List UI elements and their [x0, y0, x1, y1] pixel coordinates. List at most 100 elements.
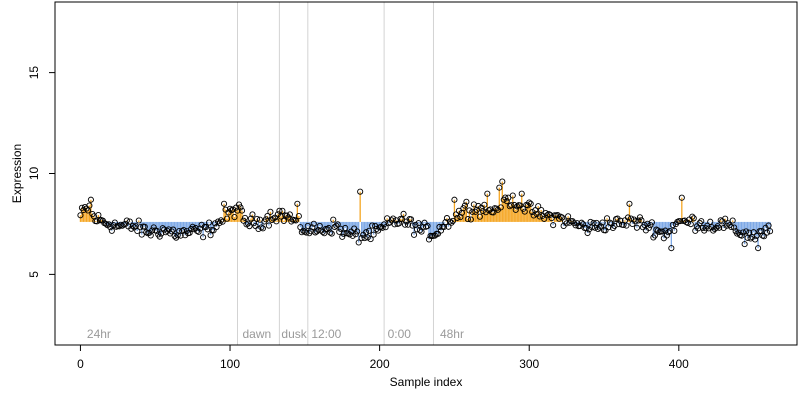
data-point	[514, 203, 521, 210]
data-point	[375, 227, 382, 234]
data-point	[484, 190, 491, 197]
data-point	[476, 213, 483, 220]
data-point	[259, 225, 266, 232]
annotation-label: 0:00	[388, 327, 412, 341]
data-point	[741, 241, 748, 248]
data-point	[509, 192, 516, 199]
data-point	[580, 221, 587, 228]
data-point	[273, 218, 280, 225]
data-point	[750, 229, 757, 236]
data-point	[508, 202, 515, 209]
data-point	[714, 223, 721, 230]
data-point	[434, 230, 442, 237]
data-point	[131, 224, 138, 231]
x-tick-label: 300	[519, 357, 539, 371]
data-point	[364, 234, 371, 241]
annotation-label: dawn	[243, 327, 272, 341]
data-point	[506, 203, 513, 210]
data-point	[431, 232, 439, 239]
data-point	[448, 219, 455, 226]
data-point	[87, 196, 94, 203]
data-point	[541, 215, 548, 222]
data-point	[603, 215, 611, 222]
data-point	[238, 207, 246, 214]
data-point	[587, 218, 594, 225]
x-tick-label: 200	[370, 357, 390, 371]
data-point	[767, 228, 774, 235]
data-point	[451, 196, 458, 203]
data-point	[340, 230, 347, 237]
data-point	[288, 218, 295, 225]
annotations: 24hr dawn dusk 12:00 0:00 48hr	[87, 327, 464, 341]
data-point	[565, 213, 572, 220]
data-point	[641, 221, 648, 228]
data-point	[400, 210, 407, 217]
data-point	[725, 220, 732, 227]
data-point	[108, 227, 115, 234]
data-point	[746, 229, 753, 236]
data-point	[615, 221, 623, 228]
data-point	[626, 200, 633, 207]
data-point	[137, 224, 144, 231]
data-point	[102, 220, 109, 227]
data-point	[367, 236, 374, 243]
data-point	[179, 227, 186, 235]
data-point	[443, 215, 450, 222]
data-point	[630, 216, 637, 223]
data-point	[210, 227, 217, 234]
data-point	[143, 229, 150, 236]
data-point	[191, 226, 198, 233]
data-point	[596, 224, 603, 231]
data-point	[382, 224, 389, 231]
data-point	[93, 218, 100, 225]
data-point	[521, 208, 528, 215]
data-point	[298, 229, 305, 236]
data-point	[324, 226, 331, 233]
data-point	[578, 219, 585, 226]
data-point	[526, 199, 533, 206]
data-point	[559, 214, 566, 221]
data-point	[206, 219, 213, 226]
data-point	[327, 229, 334, 236]
data-point	[636, 214, 643, 221]
y-tick-label: 5	[27, 271, 41, 278]
data-point	[446, 218, 453, 225]
data-point	[134, 227, 141, 235]
data-point	[726, 222, 733, 229]
data-point	[310, 220, 317, 227]
data-point	[337, 225, 344, 232]
data-point	[743, 228, 750, 235]
data-point	[354, 228, 361, 235]
data-point	[280, 217, 287, 224]
data-point	[527, 200, 534, 207]
data-point	[597, 223, 605, 230]
data-points	[77, 178, 774, 252]
data-point	[370, 231, 377, 238]
data-point	[255, 225, 262, 233]
data-point	[424, 222, 431, 230]
data-point	[156, 233, 163, 240]
data-point	[349, 232, 356, 239]
data-point	[490, 209, 497, 216]
data-point	[463, 198, 470, 205]
data-point	[247, 215, 255, 222]
data-point	[677, 218, 684, 225]
data-point	[740, 229, 747, 236]
data-point	[687, 221, 694, 228]
data-point	[695, 225, 702, 232]
data-point	[204, 226, 211, 233]
data-point	[632, 218, 639, 225]
data-point	[407, 216, 415, 223]
data-point	[313, 228, 320, 235]
data-point	[219, 218, 226, 225]
y-axis: 5 10 15	[27, 66, 55, 278]
data-point	[264, 213, 271, 220]
data-point	[729, 217, 736, 224]
data-point	[421, 219, 428, 226]
data-point	[170, 226, 177, 233]
data-point	[602, 227, 609, 234]
data-point	[361, 235, 368, 242]
data-point	[153, 227, 160, 234]
x-axis: 0 100 200 300 400	[77, 344, 689, 371]
data-point	[262, 216, 269, 223]
